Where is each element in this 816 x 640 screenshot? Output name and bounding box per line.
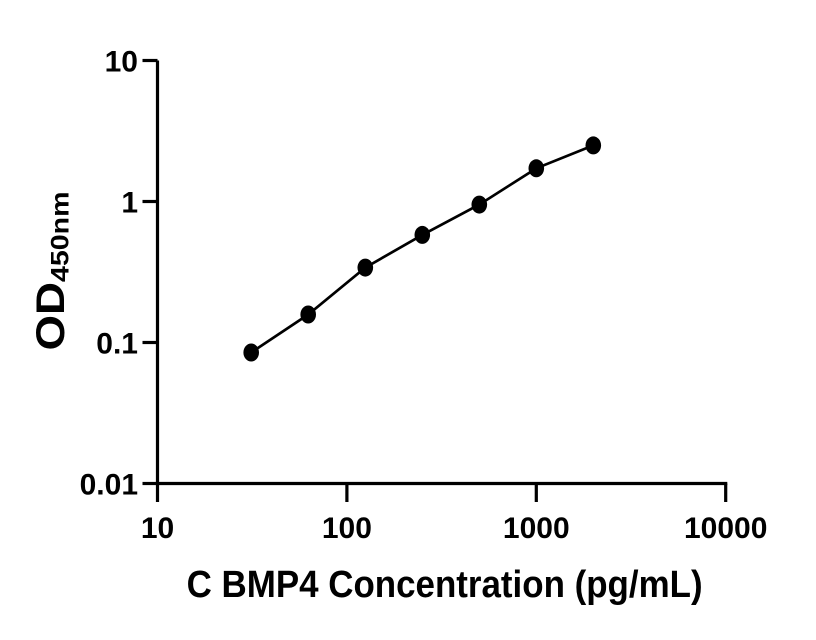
data-point [585,136,602,155]
x-tick-label: 10000 [684,512,767,545]
data-point [300,305,317,324]
y-tick-label: 10 [105,45,138,78]
data-point [471,195,488,214]
series-line [250,144,594,354]
y-tick-label: 0.1 [96,327,138,360]
data-point [414,225,431,244]
x-tick-label: 1000 [503,512,570,545]
x-tick-label: 100 [322,512,372,545]
data-point [357,258,374,277]
y-axis-title-main: OD [29,282,73,351]
y-axis-title: OD450nm [29,191,75,350]
data-point [243,343,259,362]
y-tick-label: 0.01 [80,468,138,501]
x-axis-title: C BMP4 Concentration (pg/mL) [187,564,703,606]
x-tick-label: 10 [141,512,174,545]
data-point [528,159,545,178]
y-tick-label: 1 [121,186,138,219]
y-axis-title-subscript: 450nm [47,191,75,281]
